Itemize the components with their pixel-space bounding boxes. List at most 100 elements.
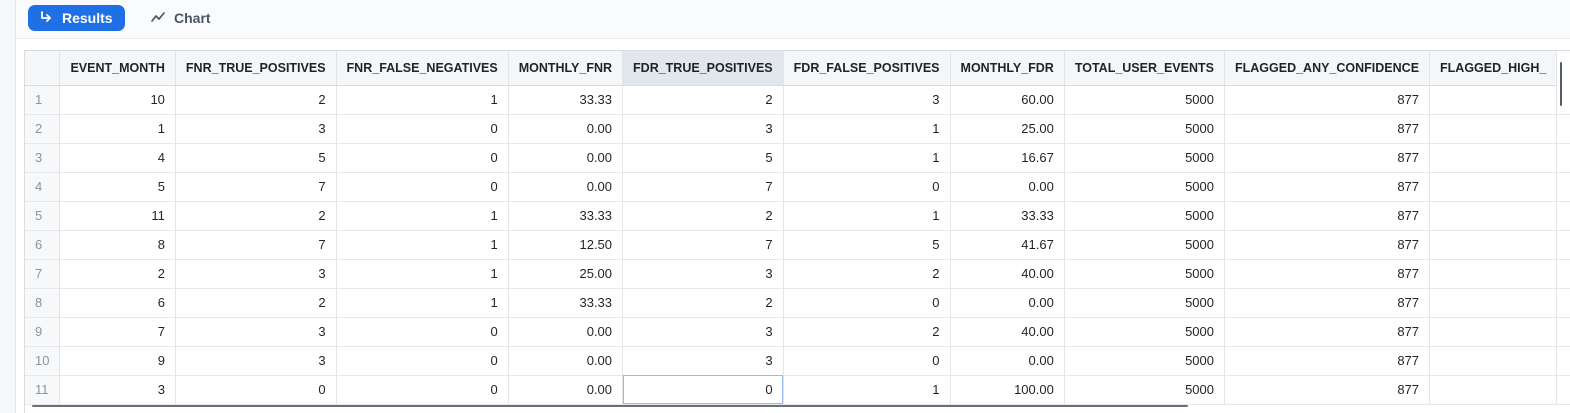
table-cell[interactable]: 0.00 bbox=[950, 346, 1065, 376]
table-row[interactable]: 4 5 7 0 0.00 7 0 0.00 5000 877 bbox=[25, 172, 1570, 202]
table-cell[interactable]: 877 bbox=[1224, 143, 1431, 173]
table-cell[interactable]: 877 bbox=[1224, 85, 1431, 115]
table-cell[interactable]: 0.00 bbox=[508, 172, 624, 202]
table-cell[interactable]: 5 bbox=[175, 143, 337, 173]
table-cell[interactable]: 25.00 bbox=[950, 114, 1065, 144]
table-cell[interactable]: 1 bbox=[783, 375, 951, 405]
table-cell[interactable]: 2 bbox=[175, 201, 337, 231]
table-cell[interactable] bbox=[1429, 259, 1558, 289]
table-cell[interactable]: 4 bbox=[59, 143, 176, 173]
table-cell[interactable]: 0 bbox=[336, 143, 509, 173]
table-cell[interactable]: 5000 bbox=[1064, 259, 1225, 289]
table-cell[interactable]: 0.00 bbox=[950, 288, 1065, 318]
table-cell[interactable]: 5000 bbox=[1064, 375, 1225, 405]
table-cell[interactable] bbox=[1429, 143, 1558, 173]
table-cell[interactable] bbox=[1429, 85, 1558, 115]
table-cell[interactable]: 1 bbox=[336, 201, 509, 231]
table-cell[interactable]: 2 bbox=[175, 85, 337, 115]
results-tab-button[interactable]: Results bbox=[28, 5, 125, 31]
table-cell[interactable]: 0.00 bbox=[508, 143, 624, 173]
table-cell[interactable]: 100.00 bbox=[950, 375, 1065, 405]
table-row[interactable]: 7 2 3 1 25.00 3 2 40.00 5000 877 bbox=[25, 259, 1570, 289]
table-cell[interactable]: 877 bbox=[1224, 114, 1431, 144]
column-header[interactable]: FLAGGED_ANY_CONFIDENCE bbox=[1224, 51, 1431, 86]
table-cell[interactable]: 1 bbox=[783, 201, 951, 231]
table-cell[interactable] bbox=[1429, 201, 1558, 231]
table-row[interactable]: 11 3 0 0 0.00 0 1 100.00 5000 877 bbox=[25, 375, 1570, 405]
table-row[interactable]: 5 11 2 1 33.33 2 1 33.33 5000 877 bbox=[25, 201, 1570, 231]
table-cell[interactable]: 1 bbox=[59, 114, 176, 144]
table-cell[interactable]: 3 bbox=[175, 346, 337, 376]
table-cell[interactable]: 0 bbox=[783, 346, 951, 376]
column-header[interactable]: FNR_TRUE_POSITIVES bbox=[175, 51, 337, 86]
table-cell[interactable]: 0.00 bbox=[508, 114, 624, 144]
table-cell[interactable]: 5000 bbox=[1064, 85, 1225, 115]
table-cell[interactable]: 3 bbox=[622, 259, 784, 289]
column-header[interactable]: EVENT_MONTH bbox=[59, 51, 176, 86]
column-header[interactable]: MONTHLY_FNR bbox=[508, 51, 624, 86]
table-cell[interactable] bbox=[1429, 288, 1558, 318]
table-cell[interactable]: 0 bbox=[783, 172, 951, 202]
table-row[interactable]: 9 7 3 0 0.00 3 2 40.00 5000 877 bbox=[25, 317, 1570, 347]
table-cell[interactable]: 16.67 bbox=[950, 143, 1065, 173]
table-cell[interactable]: 3 bbox=[622, 317, 784, 347]
table-cell[interactable]: 5 bbox=[783, 230, 951, 260]
table-cell[interactable]: 33.33 bbox=[950, 201, 1065, 231]
table-cell[interactable]: 0 bbox=[336, 114, 509, 144]
column-header[interactable]: FDR_FALSE_POSITIVES bbox=[783, 51, 951, 86]
column-header[interactable]: FDR_TRUE_POSITIVES bbox=[622, 51, 784, 86]
column-header[interactable]: FNR_FALSE_NEGATIVES bbox=[336, 51, 509, 86]
table-cell[interactable]: 1 bbox=[783, 114, 951, 144]
table-cell[interactable]: 7 bbox=[622, 172, 784, 202]
table-cell[interactable]: 877 bbox=[1224, 317, 1431, 347]
table-cell[interactable]: 6 bbox=[59, 288, 176, 318]
table-cell[interactable]: 2 bbox=[783, 259, 951, 289]
table-cell[interactable] bbox=[1429, 114, 1558, 144]
table-row[interactable]: 3 4 5 0 0.00 5 1 16.67 5000 877 bbox=[25, 143, 1570, 173]
horizontal-scrollbar[interactable] bbox=[32, 405, 1188, 407]
table-cell[interactable]: 3 bbox=[783, 85, 951, 115]
table-cell[interactable]: 877 bbox=[1224, 201, 1431, 231]
table-cell[interactable]: 7 bbox=[59, 317, 176, 347]
table-cell[interactable] bbox=[1429, 230, 1558, 260]
table-cell[interactable]: 1 bbox=[336, 85, 509, 115]
table-cell[interactable] bbox=[1429, 375, 1558, 405]
table-cell[interactable]: 2 bbox=[622, 288, 784, 318]
table-cell[interactable]: 5000 bbox=[1064, 230, 1225, 260]
table-cell[interactable]: 5000 bbox=[1064, 317, 1225, 347]
table-cell[interactable]: 11 bbox=[59, 201, 176, 231]
table-cell[interactable]: 0.00 bbox=[508, 317, 624, 347]
table-cell[interactable]: 3 bbox=[622, 114, 784, 144]
table-cell[interactable] bbox=[1429, 346, 1558, 376]
table-cell[interactable]: 12.50 bbox=[508, 230, 624, 260]
table-row[interactable]: 1 10 2 1 33.33 2 3 60.00 5000 877 bbox=[25, 85, 1570, 115]
table-row[interactable]: 2 1 3 0 0.00 3 1 25.00 5000 877 bbox=[25, 114, 1570, 144]
table-cell[interactable]: 0 bbox=[622, 375, 784, 405]
table-cell[interactable]: 2 bbox=[175, 288, 337, 318]
table-cell[interactable]: 5000 bbox=[1064, 201, 1225, 231]
chart-tab-button[interactable]: Chart bbox=[144, 5, 217, 31]
table-cell[interactable]: 2 bbox=[783, 317, 951, 347]
table-cell[interactable]: 3 bbox=[175, 259, 337, 289]
table-cell[interactable]: 0.00 bbox=[508, 346, 624, 376]
table-cell[interactable]: 877 bbox=[1224, 375, 1431, 405]
table-cell[interactable]: 7 bbox=[175, 230, 337, 260]
table-cell[interactable]: 3 bbox=[175, 114, 337, 144]
table-cell[interactable]: 33.33 bbox=[508, 85, 624, 115]
table-cell[interactable]: 3 bbox=[622, 346, 784, 376]
table-cell[interactable]: 2 bbox=[59, 259, 176, 289]
table-cell[interactable]: 7 bbox=[622, 230, 784, 260]
table-cell[interactable]: 877 bbox=[1224, 230, 1431, 260]
table-cell[interactable]: 8 bbox=[59, 230, 176, 260]
column-header[interactable]: FLAGGED_HIGH_ bbox=[1429, 51, 1558, 86]
table-cell[interactable]: 5 bbox=[59, 172, 176, 202]
table-cell[interactable]: 40.00 bbox=[950, 259, 1065, 289]
vertical-scrollbar[interactable] bbox=[1560, 62, 1562, 106]
table-cell[interactable] bbox=[1429, 172, 1558, 202]
table-row[interactable]: 8 6 2 1 33.33 2 0 0.00 5000 877 bbox=[25, 288, 1570, 318]
table-cell[interactable]: 1 bbox=[336, 288, 509, 318]
table-cell[interactable]: 0 bbox=[336, 172, 509, 202]
table-cell[interactable]: 1 bbox=[783, 143, 951, 173]
table-cell[interactable]: 9 bbox=[59, 346, 176, 376]
table-row[interactable]: 10 9 3 0 0.00 3 0 0.00 5000 877 bbox=[25, 346, 1570, 376]
